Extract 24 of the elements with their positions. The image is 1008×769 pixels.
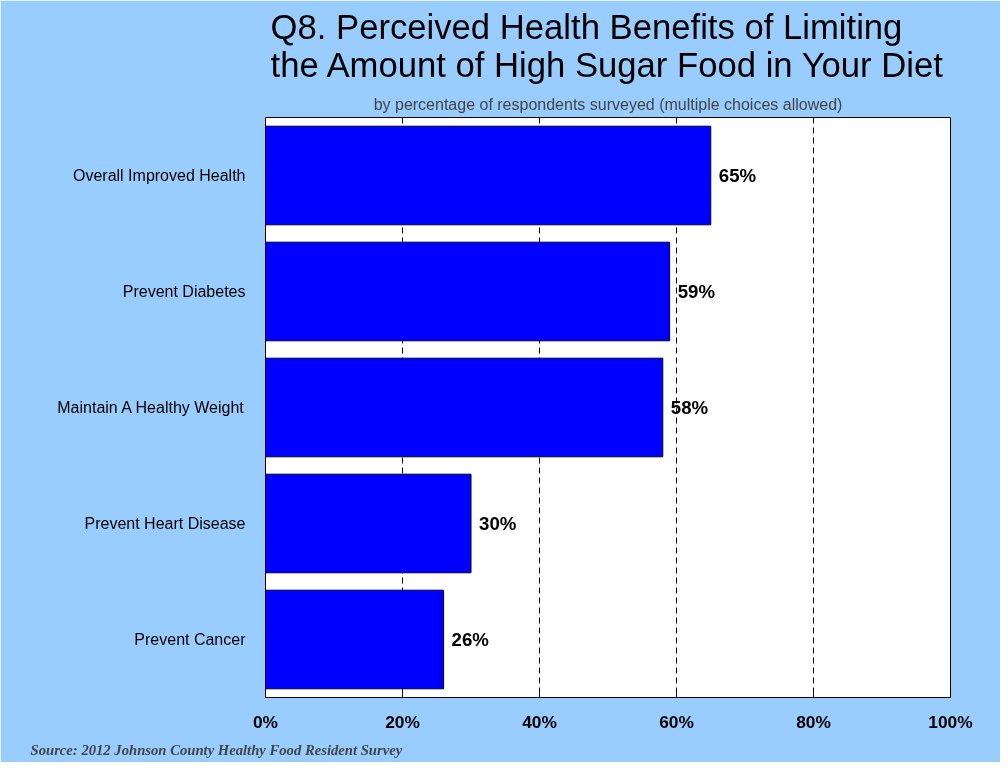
data-label: 59% xyxy=(677,281,716,302)
x-tick-label: 100% xyxy=(928,711,973,732)
bar xyxy=(265,125,712,226)
chart-subtitle: by percentage of respondents surveyed (multiple choices allowed) xyxy=(373,95,843,113)
data-label: 26% xyxy=(451,629,490,650)
source-note: Source: 2012 Johnson County Healthy Food Resident Survey xyxy=(30,741,403,758)
bar xyxy=(265,473,472,574)
y-tick-label: Maintain A Healthy Weight xyxy=(57,399,245,416)
bar xyxy=(265,589,445,690)
x-tick-label: 80% xyxy=(796,711,831,732)
bar xyxy=(265,357,664,458)
y-tick-label: Prevent Diabetes xyxy=(122,283,246,300)
data-label: 30% xyxy=(479,513,517,534)
y-tick-label: Prevent Heart Disease xyxy=(84,515,246,532)
x-tick-label: 0% xyxy=(252,711,279,732)
y-tick-label: Overall Improved Health xyxy=(72,167,246,184)
x-tick-label: 60% xyxy=(659,711,694,732)
x-tick-label: 40% xyxy=(522,711,557,732)
y-tick-label: Prevent Cancer xyxy=(134,631,247,648)
chart-title: Q8. Perceived Health Benefits of Limiting the Amount of High Sugar Food in Your Diet xyxy=(270,7,944,84)
data-label: 58% xyxy=(670,397,709,418)
data-label: 65% xyxy=(718,165,757,186)
bar xyxy=(265,241,671,342)
x-tick-label: 20% xyxy=(385,711,420,732)
